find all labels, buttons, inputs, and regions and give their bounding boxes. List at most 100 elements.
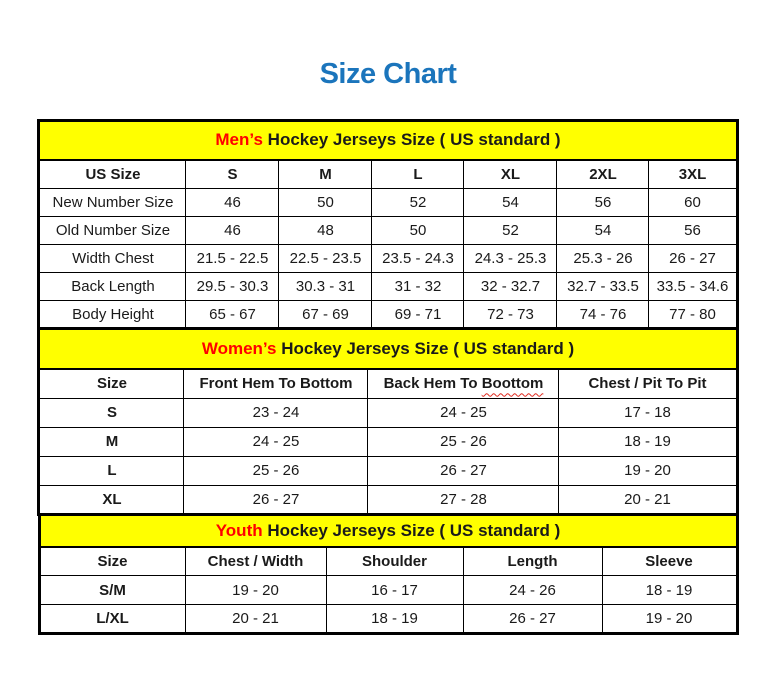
table-cell: 26 - 27 xyxy=(648,244,738,273)
row-label: Body Height xyxy=(38,300,187,329)
column-header: Back Hem To Boottom xyxy=(367,368,560,399)
table-cell: 32.7 - 33.5 xyxy=(556,272,650,301)
table-cell: 18 - 19 xyxy=(601,575,738,605)
table-cell: 65 - 67 xyxy=(185,300,280,329)
column-header: Size xyxy=(38,546,186,576)
table-cell: 52 xyxy=(371,188,465,217)
table-cell: 19 - 20 xyxy=(601,604,738,634)
page-title: Size Chart xyxy=(319,58,457,90)
youth-size-table: Youth Hockey Jerseys Size ( US standard … xyxy=(37,515,739,635)
mens-section-highlight: Men’s xyxy=(215,130,263,150)
misspelled-word: Boottom xyxy=(481,375,544,393)
youth-column-header-row: Size Chest / Width Shoulder Length Sleev… xyxy=(38,546,738,576)
mens-column-header-row: US Size S M L XL 2XL 3XL xyxy=(38,159,738,189)
table-cell: 69 - 71 xyxy=(371,300,465,329)
mens-section-header-row: Men’s Hockey Jerseys Size ( US standard … xyxy=(38,120,738,161)
column-header: L xyxy=(371,159,465,189)
table-cell: 24.3 - 25.3 xyxy=(463,244,558,273)
column-header: Length xyxy=(462,546,603,576)
youth-section-header: Youth Hockey Jerseys Size ( US standard … xyxy=(38,515,738,548)
table-cell: 77 - 80 xyxy=(648,300,738,329)
table-cell: 22.5 - 23.5 xyxy=(278,244,373,273)
table-row: L/XL 20 - 21 18 - 19 26 - 27 19 - 20 xyxy=(38,604,738,634)
womens-size-table: Women’s Hockey Jerseys Size ( US standar… xyxy=(37,330,739,516)
womens-section-label: Hockey Jerseys Size ( US standard ) xyxy=(281,339,575,358)
row-label: M xyxy=(38,426,185,457)
table-cell: 46 xyxy=(185,188,280,217)
table-cell: 26 - 27 xyxy=(367,455,560,486)
table-cell: 31 - 32 xyxy=(371,272,465,301)
column-header: M xyxy=(278,159,373,189)
table-cell: 72 - 73 xyxy=(463,300,558,329)
table-cell: 50 xyxy=(371,216,465,245)
table-row: S/M 19 - 20 16 - 17 24 - 26 18 - 19 xyxy=(38,575,738,605)
womens-column-header-row: Size Front Hem To Bottom Back Hem To Boot… xyxy=(38,368,738,399)
table-cell: 24 - 25 xyxy=(183,426,369,457)
column-header: Chest / Width xyxy=(184,546,327,576)
row-label: S/M xyxy=(38,575,186,605)
column-header: 3XL xyxy=(648,159,738,189)
table-cell: 54 xyxy=(556,216,650,245)
column-header-text: Back Hem To xyxy=(383,375,478,393)
table-cell: 74 - 76 xyxy=(556,300,650,329)
table-cell: 16 - 17 xyxy=(325,575,464,605)
table-cell: 56 xyxy=(556,188,650,217)
column-header: Chest / Pit To Pit xyxy=(558,368,738,399)
table-row: Width Chest 21.5 - 22.5 22.5 - 23.5 23.5… xyxy=(38,244,738,273)
table-cell: 18 - 19 xyxy=(558,426,738,457)
row-label: Width Chest xyxy=(38,244,187,273)
column-header: US Size xyxy=(38,159,187,189)
column-header: XL xyxy=(463,159,558,189)
table-cell: 17 - 18 xyxy=(558,397,738,428)
table-cell: 24 - 26 xyxy=(462,575,603,605)
youth-section-highlight: Youth xyxy=(215,520,263,540)
table-cell: 20 - 21 xyxy=(184,604,327,634)
column-header: S xyxy=(185,159,280,189)
table-cell: 19 - 20 xyxy=(558,455,738,486)
youth-section-header-row: Youth Hockey Jerseys Size ( US standard … xyxy=(38,515,738,548)
table-cell: 54 xyxy=(463,188,558,217)
table-cell: 67 - 69 xyxy=(278,300,373,329)
table-row: S 23 - 24 24 - 25 17 - 18 xyxy=(38,397,738,428)
row-label: Old Number Size xyxy=(38,216,187,245)
table-cell: 46 xyxy=(185,216,280,245)
table-cell: 52 xyxy=(463,216,558,245)
row-label: L/XL xyxy=(38,604,186,634)
table-row: XL 26 - 27 27 - 28 20 - 21 xyxy=(38,484,738,515)
womens-section-header-row: Women’s Hockey Jerseys Size ( US standar… xyxy=(38,330,738,370)
table-cell: 18 - 19 xyxy=(325,604,464,634)
table-cell: 21.5 - 22.5 xyxy=(185,244,280,273)
row-label: Back Length xyxy=(38,272,187,301)
table-row: M 24 - 25 25 - 26 18 - 19 xyxy=(38,426,738,457)
table-cell: 26 - 27 xyxy=(183,484,369,515)
table-cell: 56 xyxy=(648,216,738,245)
column-header: Shoulder xyxy=(325,546,464,576)
table-cell: 19 - 20 xyxy=(184,575,327,605)
table-cell: 29.5 - 30.3 xyxy=(185,272,280,301)
mens-section-header: Men’s Hockey Jerseys Size ( US standard … xyxy=(38,120,738,161)
row-label: L xyxy=(38,455,185,486)
table-cell: 25 - 26 xyxy=(183,455,369,486)
womens-section-highlight: Women’s xyxy=(201,339,277,358)
table-cell: 26 - 27 xyxy=(462,604,603,634)
table-cell: 24 - 25 xyxy=(367,397,560,428)
table-row: New Number Size 46 50 52 54 56 60 xyxy=(38,188,738,217)
youth-section-label: Hockey Jerseys Size ( US standard ) xyxy=(267,520,561,540)
table-row: Body Height 65 - 67 67 - 69 69 - 71 72 -… xyxy=(38,300,738,329)
womens-section-header: Women’s Hockey Jerseys Size ( US standar… xyxy=(38,330,738,370)
table-cell: 33.5 - 34.6 xyxy=(648,272,738,301)
column-header: Front Hem To Bottom xyxy=(183,368,369,399)
table-cell: 25 - 26 xyxy=(367,426,560,457)
table-row: Back Length 29.5 - 30.3 30.3 - 31 31 - 3… xyxy=(38,272,738,301)
table-cell: 25.3 - 26 xyxy=(556,244,650,273)
table-cell: 48 xyxy=(278,216,373,245)
row-label: S xyxy=(38,397,185,428)
table-cell: 27 - 28 xyxy=(367,484,560,515)
row-label: New Number Size xyxy=(38,188,187,217)
mens-size-table: Men’s Hockey Jerseys Size ( US standard … xyxy=(37,119,739,330)
row-label: XL xyxy=(38,484,185,515)
column-header: 2XL xyxy=(556,159,650,189)
table-row: L 25 - 26 26 - 27 19 - 20 xyxy=(38,455,738,486)
table-cell: 20 - 21 xyxy=(558,484,738,515)
table-cell: 50 xyxy=(278,188,373,217)
